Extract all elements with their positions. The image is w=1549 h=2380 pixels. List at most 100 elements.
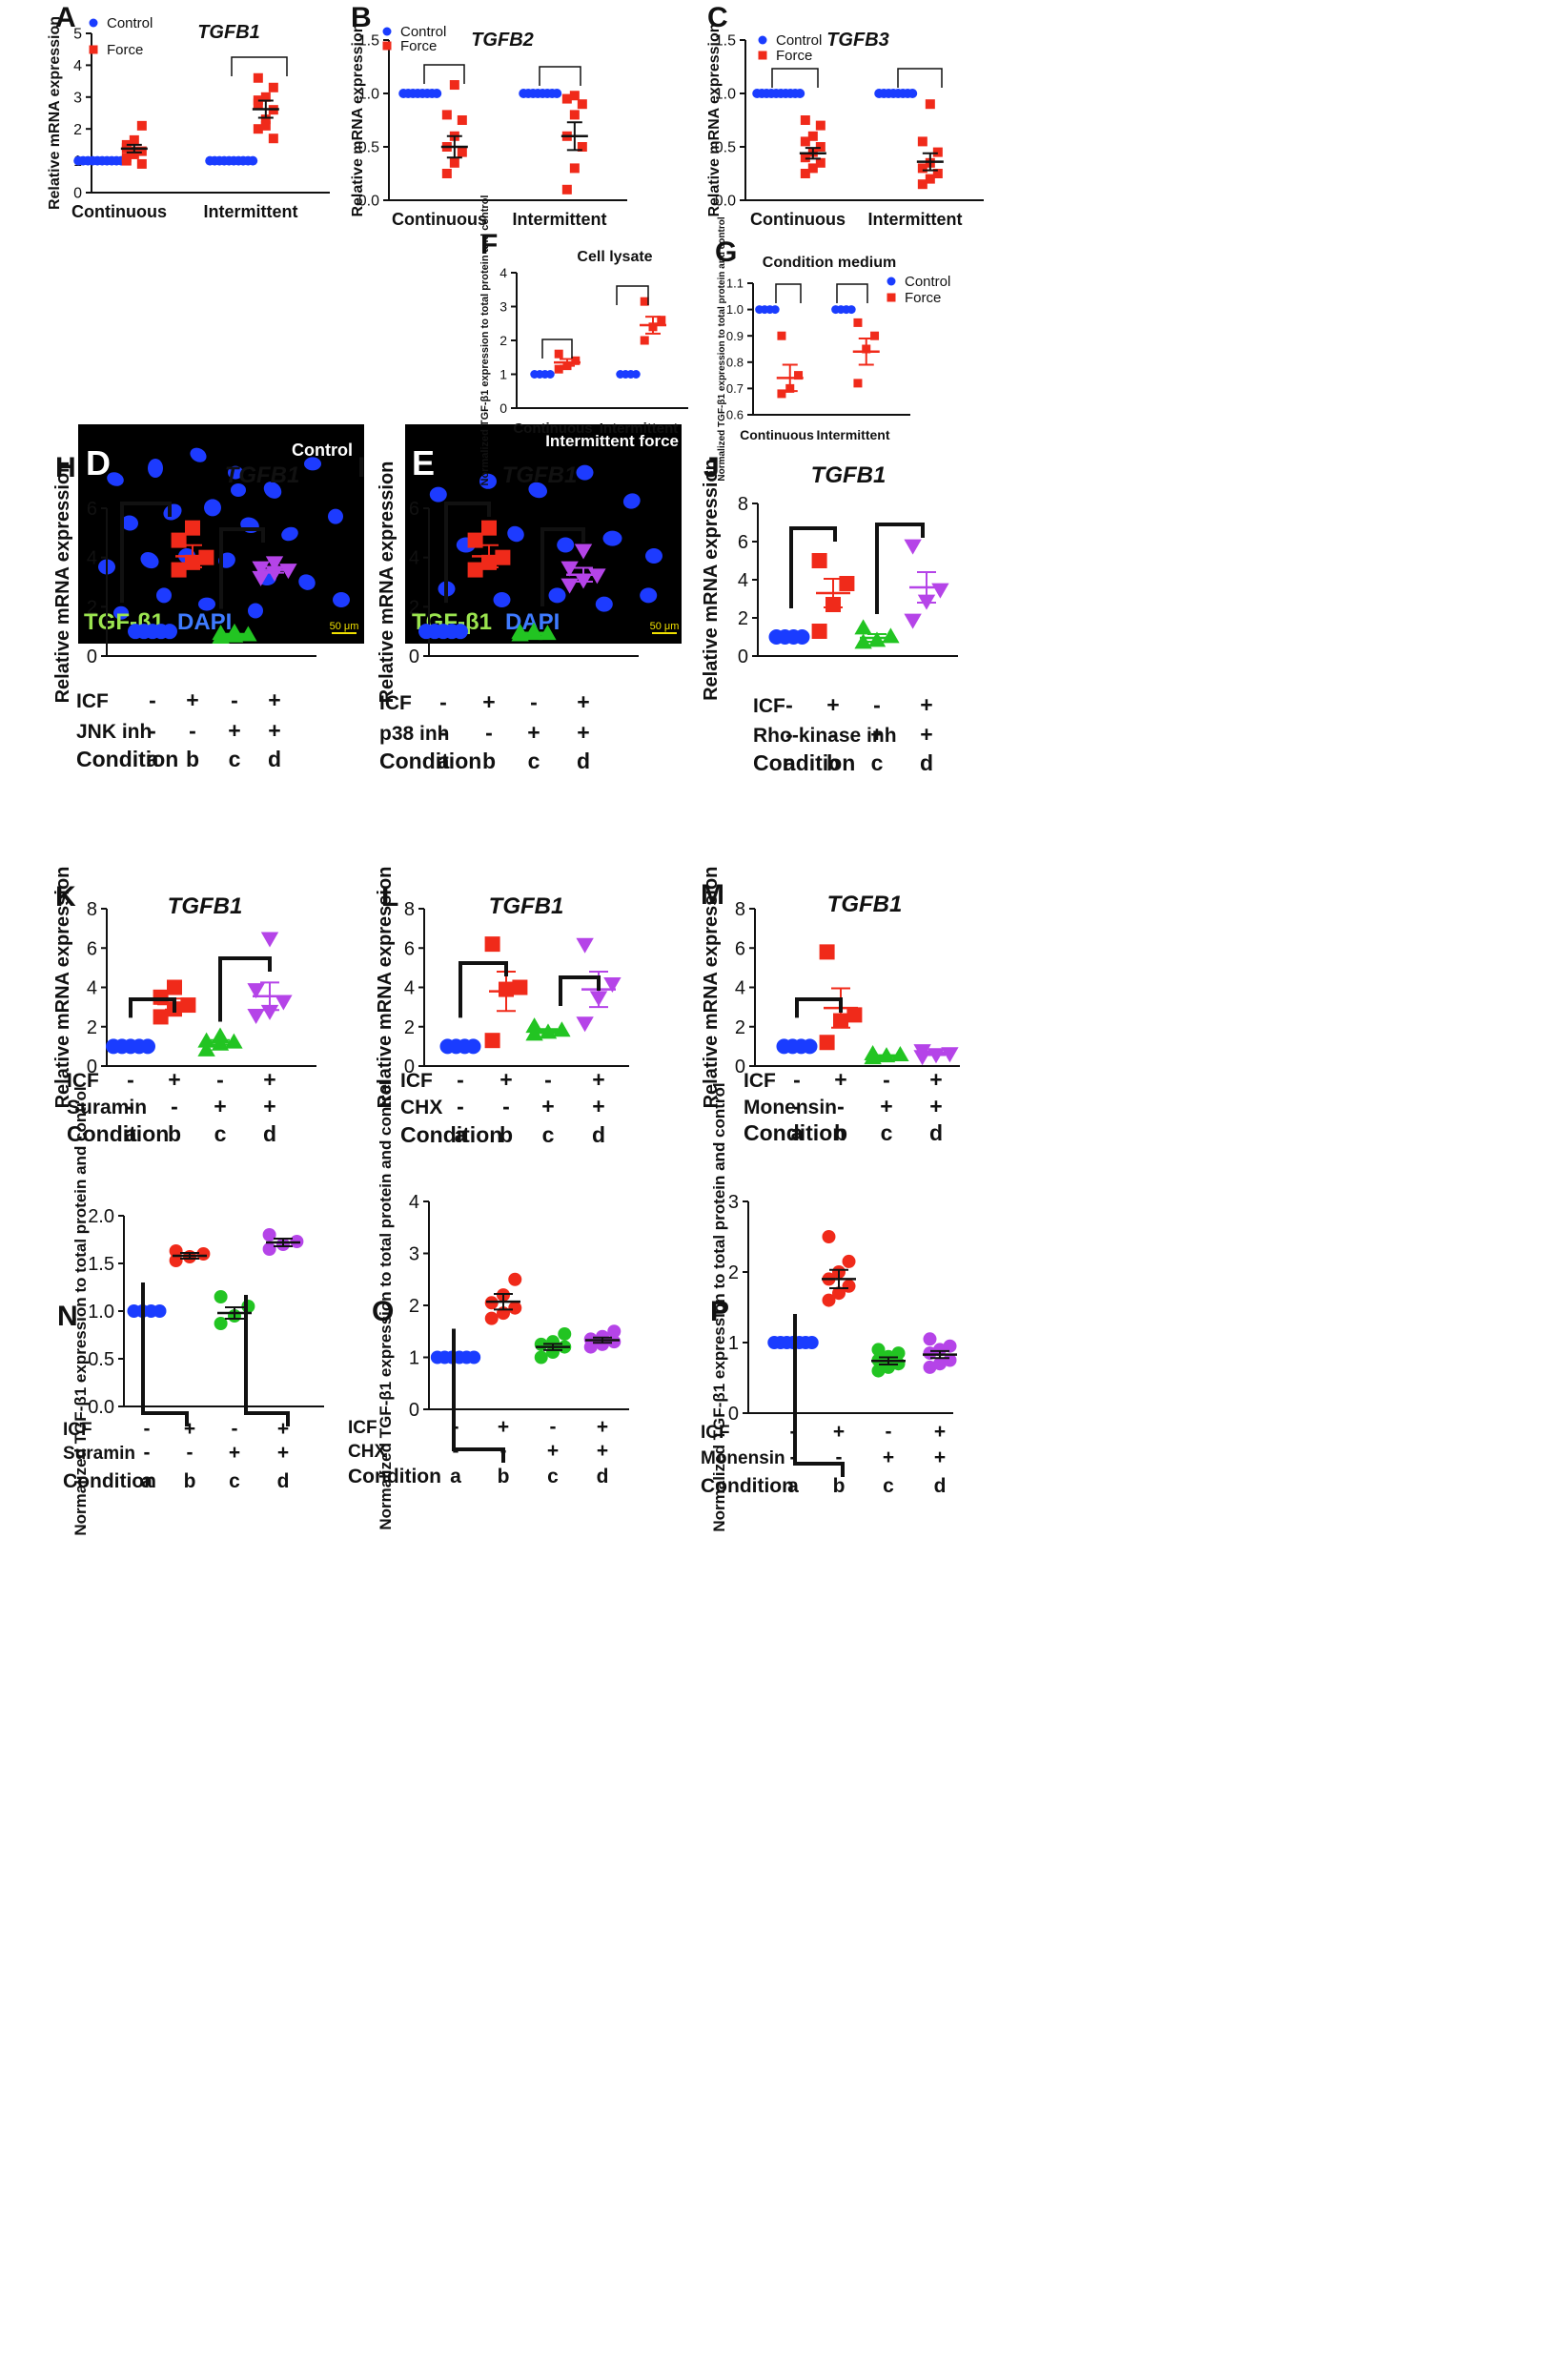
cell-nucleus [121, 515, 138, 531]
row-value: a [791, 1120, 804, 1145]
row-value: - [439, 720, 447, 745]
data-point [495, 549, 511, 565]
y-tick-label: 0 [409, 646, 419, 667]
legend-label-force: Force [776, 48, 812, 64]
row-label: Condition [744, 1120, 846, 1145]
row-value: + [883, 1446, 894, 1468]
cell-nucleus [113, 605, 129, 620]
row-value: - [793, 1094, 801, 1118]
y-tick-label: 4 [738, 570, 748, 591]
y-tick-label: 6 [87, 499, 97, 520]
y-tick-label: 0.0 [715, 194, 736, 210]
y-tick-label: 1.0 [88, 1302, 114, 1323]
chart-title: TGFB1 [827, 892, 903, 917]
row-value: - [500, 1440, 507, 1462]
row-value: c [883, 1475, 894, 1497]
y-axis-label: Normalized TGF-β1 expression to total pr… [71, 1086, 90, 1535]
row-value: + [929, 1094, 942, 1118]
micrograph-caption: Intermittent force [545, 432, 679, 450]
legend-marker-control [758, 35, 767, 45]
y-tick-label: 0.0 [88, 1397, 114, 1418]
y-tick-label: 0 [735, 1057, 745, 1077]
significance-bracket [559, 975, 601, 1006]
data-point [136, 146, 147, 156]
row-value: b [186, 747, 199, 771]
row-label: CHX [400, 1097, 442, 1118]
row-value: + [577, 689, 589, 714]
panel-letter: N [57, 1301, 78, 1332]
data-point [153, 1304, 167, 1318]
row-value: + [870, 722, 883, 747]
y-tick-label: 6 [738, 532, 748, 553]
cell-nucleus [645, 548, 662, 564]
data-point [275, 995, 293, 1011]
legend-label-force: Force [400, 38, 437, 54]
legend-label-control: Control [400, 24, 446, 40]
cell-nucleus [281, 526, 298, 542]
data-point [576, 937, 594, 954]
row-value: a [455, 1122, 467, 1147]
row-value: + [263, 1094, 275, 1118]
y-tick-label: 3 [409, 1244, 419, 1265]
panel-letter: M [701, 879, 724, 911]
data-point [569, 91, 580, 101]
cell-nucleus [595, 596, 613, 612]
row-value: + [277, 1442, 289, 1464]
data-point [169, 1244, 183, 1258]
y-tick-label: 4 [409, 1192, 419, 1213]
significance-bracket [836, 283, 868, 303]
row-value: - [502, 1094, 510, 1118]
data-point [467, 1350, 481, 1364]
data-point [577, 142, 587, 152]
data-point [153, 989, 169, 1005]
cell-nucleus [231, 483, 246, 497]
chart-title: Condition medium [763, 255, 896, 271]
row-value: - [790, 1421, 797, 1443]
row-value: + [263, 1067, 275, 1092]
data-point [265, 556, 284, 572]
row-value: a [141, 1470, 153, 1492]
data-point [846, 305, 856, 315]
data-point [268, 82, 278, 92]
data-point [153, 1009, 169, 1025]
data-point [794, 629, 810, 645]
row-value: + [228, 718, 240, 743]
data-point [441, 169, 452, 178]
cell-nucleus [622, 493, 641, 509]
data-point [943, 1353, 957, 1367]
y-tick-label: 0 [728, 1404, 739, 1425]
data-point [525, 1025, 543, 1041]
data-point [923, 1332, 937, 1346]
data-point [169, 1254, 183, 1267]
y-tick-label: 1.5 [715, 33, 736, 50]
legend-marker-force [887, 293, 896, 302]
row-label: ICF [348, 1418, 377, 1438]
row-value: + [826, 692, 839, 717]
data-point [484, 936, 500, 953]
significance-bracket [219, 527, 265, 609]
row-value: c [229, 747, 241, 771]
data-point [657, 316, 666, 325]
y-tick-label: 0.8 [726, 355, 744, 369]
data-point [794, 371, 804, 380]
cell-nucleus [548, 587, 566, 604]
chart-panel-G: G Condition medium 0.6 0.7 0.8 0.9 1.0 1.1Norma… [715, 216, 950, 481]
row-value: + [577, 720, 589, 745]
row-label: Condition [379, 749, 481, 773]
data-point [925, 99, 935, 110]
panel-letter: C [707, 2, 728, 33]
data-point [800, 115, 810, 125]
row-value: - [187, 1442, 194, 1464]
data-point [508, 1272, 522, 1286]
row-value: b [834, 1120, 847, 1145]
row-value: - [883, 1067, 890, 1092]
data-point [481, 520, 497, 536]
row-value: d [277, 1470, 290, 1492]
legend-label-control: Control [905, 274, 950, 290]
y-tick-label: 0.0 [358, 194, 379, 210]
significance-bracket [789, 526, 837, 608]
row-value: c [881, 1120, 893, 1145]
data-point [907, 89, 918, 98]
